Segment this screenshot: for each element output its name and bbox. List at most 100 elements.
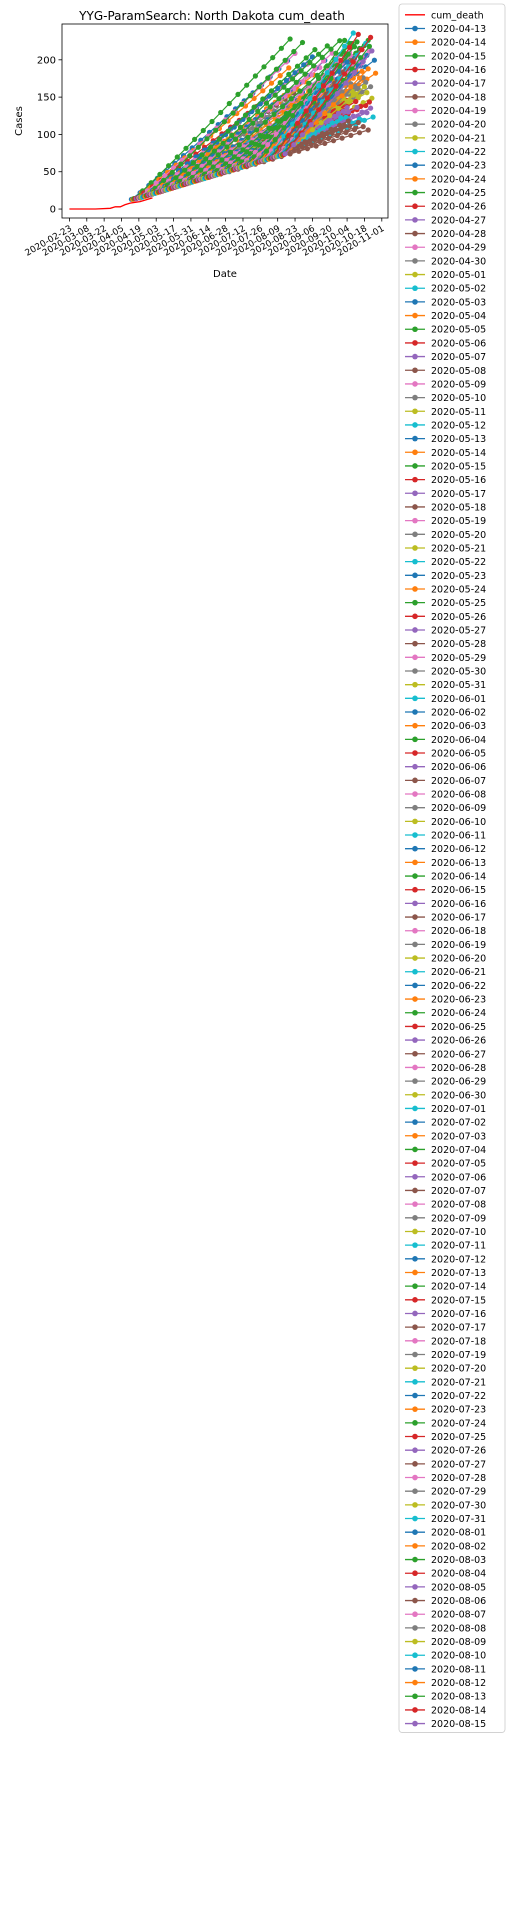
forecast-point — [272, 137, 278, 143]
legend-label: 2020-06-17 — [431, 913, 486, 924]
legend-label: 2020-07-28 — [431, 1473, 486, 1484]
forecast-point — [370, 114, 376, 120]
legend-label: 2020-04-20 — [431, 120, 486, 131]
forecast-point — [291, 142, 297, 148]
legend-marker — [412, 1228, 418, 1235]
legend-entry: 2020-04-25 — [405, 188, 486, 199]
legend-marker — [412, 1050, 418, 1057]
legend-marker — [412, 504, 418, 510]
forecast-point — [286, 71, 292, 77]
legend-label: 2020-06-15 — [431, 885, 486, 896]
forecast-point — [246, 116, 252, 123]
legend-marker — [412, 1543, 418, 1549]
forecast-point — [225, 128, 231, 134]
legend-marker — [412, 681, 418, 688]
legend-marker — [412, 941, 418, 948]
legend-entry: 2020-05-29 — [405, 653, 486, 664]
legend-label: 2020-05-07 — [431, 352, 486, 363]
legend-marker — [412, 162, 418, 169]
legend-entry: 2020-08-07 — [405, 1610, 486, 1621]
forecast-point — [324, 70, 330, 76]
legend-label: 2020-06-06 — [431, 762, 486, 773]
legend-entry: 2020-07-16 — [405, 1309, 486, 1320]
legend-marker — [412, 230, 418, 237]
legend-marker — [412, 258, 418, 264]
legend-marker — [412, 381, 418, 387]
legend-marker — [412, 1009, 418, 1016]
legend-marker — [412, 1652, 418, 1659]
legend-label: 2020-07-05 — [431, 1159, 486, 1170]
legend-marker — [412, 244, 418, 251]
forecast-point — [333, 56, 339, 63]
legend-marker — [412, 859, 418, 866]
legend-marker — [412, 408, 418, 415]
legend-marker — [412, 1666, 418, 1672]
legend-entry: 2020-08-15 — [405, 1719, 486, 1730]
legend-marker — [412, 394, 418, 401]
legend-marker — [412, 1351, 418, 1358]
legend-entry: 2020-05-17 — [405, 489, 486, 500]
legend-entry: 2020-07-14 — [405, 1282, 486, 1293]
forecast-point — [213, 127, 219, 133]
legend-entry: 2020-05-01 — [405, 270, 486, 281]
forecast-point — [296, 148, 302, 154]
legend-entry: 2020-06-06 — [405, 762, 486, 773]
legend-marker — [412, 1365, 418, 1371]
legend-label: 2020-04-30 — [431, 256, 486, 267]
legend-entry: 2020-07-12 — [405, 1254, 486, 1265]
forecast-point — [364, 110, 370, 116]
forecast-point — [169, 169, 175, 175]
legend-label: 2020-07-04 — [431, 1145, 486, 1156]
forecast-point — [157, 171, 163, 177]
forecast-point — [338, 115, 344, 121]
legend-marker — [412, 1091, 418, 1098]
forecast-point — [345, 51, 351, 57]
legend-entry: 2020-07-13 — [405, 1268, 486, 1279]
legend-entry: 2020-08-04 — [405, 1569, 486, 1580]
legend-marker — [412, 545, 418, 551]
forecast-point — [277, 73, 283, 79]
forecast-point — [345, 64, 351, 70]
forecast-point — [247, 151, 253, 157]
forecast-point — [276, 96, 282, 102]
forecast-point — [365, 127, 371, 133]
legend-entry: 2020-07-24 — [405, 1418, 486, 1429]
forecast-point — [291, 48, 297, 55]
legend-label: 2020-05-17 — [431, 489, 486, 500]
forecast-point — [301, 62, 307, 68]
legend-label: 2020-06-27 — [431, 1049, 486, 1060]
legend-entry: 2020-06-04 — [405, 735, 486, 746]
legend-marker — [412, 709, 418, 715]
forecast-point — [324, 43, 330, 49]
forecast-point — [297, 88, 303, 94]
legend-marker — [412, 722, 418, 729]
forecast-point — [361, 84, 367, 90]
forecast-point — [365, 66, 371, 72]
legend-marker — [412, 1023, 418, 1030]
legend-label: 2020-05-26 — [431, 612, 486, 623]
forecast-point — [162, 173, 168, 179]
legend-entry: 2020-08-10 — [405, 1651, 486, 1662]
legend-label: 2020-04-19 — [431, 106, 486, 117]
legend-entry: 2020-06-22 — [405, 981, 486, 992]
forecast-point — [183, 145, 189, 151]
forecast-point — [316, 83, 322, 89]
legend-label: 2020-06-24 — [431, 1008, 486, 1019]
legend-label: 2020-07-08 — [431, 1200, 486, 1211]
legend-marker — [412, 1515, 418, 1522]
legend-marker — [412, 914, 418, 920]
legend-marker — [412, 763, 418, 770]
forecast-point — [282, 151, 288, 157]
legend-entry: 2020-06-02 — [405, 708, 486, 719]
forecast-point — [251, 104, 257, 110]
forecast-point — [368, 34, 374, 41]
forecast-point — [319, 131, 325, 137]
forecast-series — [156, 47, 318, 195]
legend-entry: 2020-07-15 — [405, 1295, 486, 1306]
legend-marker — [412, 435, 418, 442]
forecast-point — [247, 93, 253, 99]
forecast-point — [270, 55, 276, 61]
forecast-point — [358, 55, 364, 61]
legend-entry: 2020-05-25 — [405, 598, 486, 609]
forecast-point — [355, 31, 361, 37]
